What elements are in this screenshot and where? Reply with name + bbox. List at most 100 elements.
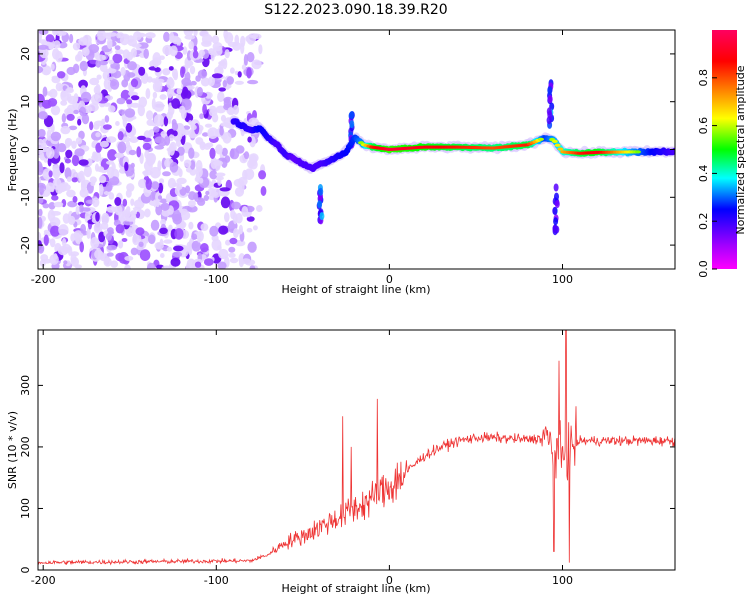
noise-blob bbox=[126, 51, 134, 61]
noise-blob bbox=[238, 176, 248, 186]
noise-blob bbox=[71, 257, 79, 267]
noise-blob bbox=[146, 262, 156, 269]
side-lobe-blob bbox=[553, 217, 559, 226]
noise-blob bbox=[107, 149, 118, 161]
noise-blob bbox=[151, 181, 160, 190]
noise-blob bbox=[84, 211, 90, 222]
noise-blob bbox=[65, 149, 73, 159]
noise-blob bbox=[154, 136, 165, 144]
noise-blob bbox=[78, 170, 85, 180]
noise-blob bbox=[217, 245, 222, 251]
noise-blob bbox=[208, 48, 215, 56]
noise-blob bbox=[117, 141, 127, 154]
noise-blob bbox=[166, 246, 173, 252]
noise-blob bbox=[38, 111, 48, 120]
noise-blob bbox=[40, 142, 47, 147]
side-lobe-blob bbox=[547, 95, 553, 104]
side-lobe-blob bbox=[349, 111, 355, 120]
noise-blob bbox=[114, 45, 121, 51]
noise-blob bbox=[217, 261, 227, 269]
noise-blob bbox=[38, 65, 44, 74]
x-tick-label: 0 bbox=[386, 574, 393, 587]
x-tick-label: -200 bbox=[31, 574, 56, 587]
noise-blob bbox=[217, 91, 225, 103]
noise-blob bbox=[158, 182, 164, 194]
noise-blob bbox=[260, 186, 267, 196]
spectrogram-y-ticks: -20 -10 0 10 20 bbox=[19, 47, 675, 254]
noise-blob bbox=[143, 48, 149, 59]
noise-blob bbox=[95, 54, 106, 61]
noise-blob bbox=[219, 187, 231, 192]
noise-blob bbox=[247, 79, 259, 85]
colorbar-label: Normalized spectral amplitude bbox=[734, 65, 747, 234]
noise-blob bbox=[126, 99, 133, 105]
colorbar-tick-label: 0.8 bbox=[697, 69, 710, 87]
noise-blob bbox=[168, 134, 174, 142]
noise-blob bbox=[73, 93, 79, 103]
noise-blob bbox=[104, 115, 110, 123]
noise-blob bbox=[66, 66, 76, 76]
noise-blob bbox=[202, 132, 209, 137]
noise-blob bbox=[106, 206, 117, 213]
noise-blob bbox=[119, 34, 130, 46]
noise-blob bbox=[66, 176, 72, 182]
noise-blob bbox=[105, 182, 112, 192]
noise-blob bbox=[66, 96, 72, 102]
noise-blob bbox=[138, 241, 144, 248]
noise-blob bbox=[130, 247, 138, 256]
noise-blob bbox=[55, 30, 64, 37]
noise-blob bbox=[72, 42, 81, 51]
snr-y-ticks: 0 100 200 300 bbox=[19, 375, 675, 574]
noise-blob bbox=[158, 198, 168, 204]
noise-blob bbox=[45, 34, 55, 43]
noise-blob bbox=[106, 160, 115, 165]
y-tick-label: 10 bbox=[19, 95, 32, 109]
ridge-peak bbox=[557, 147, 564, 151]
side-lobe-blob bbox=[552, 206, 558, 215]
noise-blob bbox=[174, 228, 184, 240]
noise-blob bbox=[48, 170, 53, 178]
noise-blob bbox=[144, 208, 151, 218]
noise-blob bbox=[258, 170, 267, 180]
noise-blob bbox=[59, 162, 65, 174]
noise-blob bbox=[125, 140, 131, 148]
noise-blob bbox=[38, 146, 49, 153]
noise-blob bbox=[230, 67, 235, 74]
snr-series-line bbox=[38, 330, 675, 566]
noise-blob bbox=[120, 66, 126, 76]
noise-blob bbox=[160, 202, 170, 211]
noise-blob bbox=[91, 142, 97, 149]
noise-blob bbox=[53, 201, 64, 208]
noise-blob bbox=[57, 143, 67, 153]
noise-blob bbox=[121, 210, 128, 217]
noise-blob bbox=[38, 164, 44, 176]
noise-blob bbox=[71, 140, 77, 149]
noise-blob bbox=[106, 136, 117, 143]
noise-blob bbox=[118, 240, 124, 249]
side-lobe-blob bbox=[554, 200, 560, 209]
noise-blob bbox=[155, 204, 163, 216]
noise-blob bbox=[209, 170, 218, 180]
noise-blob bbox=[146, 110, 154, 120]
snr-panel: -200 -100 0 100 0 100 200 300 Height of straig… bbox=[6, 329, 676, 595]
noise-blob bbox=[154, 78, 165, 83]
noise-blob bbox=[110, 260, 119, 268]
noise-blob bbox=[166, 111, 173, 120]
noise-blob bbox=[79, 106, 86, 117]
noise-blob bbox=[207, 76, 215, 87]
noise-blob bbox=[235, 239, 246, 247]
side-lobe-blob bbox=[349, 120, 355, 129]
noise-blob bbox=[39, 47, 49, 59]
noise-blob bbox=[241, 64, 246, 70]
noise-blob bbox=[101, 212, 110, 225]
noise-blob bbox=[86, 158, 93, 167]
noise-blob bbox=[66, 189, 76, 198]
noise-blob bbox=[127, 61, 137, 71]
noise-blob bbox=[38, 216, 43, 229]
noise-blob bbox=[114, 197, 122, 206]
noise-blob bbox=[70, 233, 76, 242]
noise-blob bbox=[86, 227, 91, 239]
noise-blob bbox=[172, 251, 183, 257]
noise-blob bbox=[138, 42, 149, 49]
